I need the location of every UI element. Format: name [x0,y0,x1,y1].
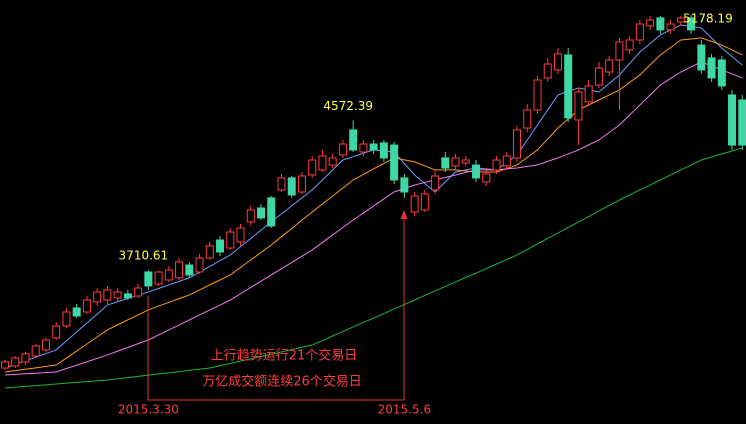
candle-body [666,23,675,31]
candle-body [349,129,358,151]
ma-line [4,24,743,369]
candle-body [277,177,286,191]
candle-body [502,155,511,167]
high-label: 5178.19 [683,11,733,25]
high-label: 4572.39 [323,99,373,113]
candle-body [216,239,225,253]
candle-body [482,173,491,183]
candle-body [338,143,347,156]
candle-body [72,307,81,317]
candles [1,14,746,370]
candle-body [431,175,440,191]
candle-body [297,175,306,193]
candle-body [533,79,542,111]
candle-body [175,261,184,279]
candle-body [236,227,245,243]
annotation-text: 上行趋势运行21个交易日 [211,348,358,364]
candle-body [113,291,122,299]
candle-body [144,271,153,287]
candle-body [676,17,685,23]
candle-body [359,143,368,153]
candle-body [41,339,50,351]
candle-body [553,53,562,71]
candle-body [697,44,706,71]
candle-body [523,109,532,129]
candle-body [605,59,614,73]
candle-body [543,63,552,79]
candle-body [369,143,378,151]
candle-body [584,85,593,103]
candle-body [625,39,634,51]
x-tick-label: 2015.5.6 [378,403,431,417]
candle-body [11,357,20,367]
candle-body [134,287,143,297]
candle-body [154,271,163,285]
high-label: 3710.61 [119,249,169,263]
candle-body [492,159,501,171]
candle-body [410,195,419,213]
candle-body [1,361,9,369]
candle-body [308,159,317,176]
candle-body [52,325,61,339]
ma-line [4,61,743,376]
candle-body [267,197,276,227]
ma-line [4,147,743,389]
candle-body [31,345,40,357]
candle-body [103,289,112,301]
candle-body [328,157,337,166]
candle-body [687,17,696,31]
ma-line [4,37,743,373]
candle-body [451,157,460,167]
candle-body [564,54,573,119]
candle-body [707,57,716,79]
candle-body [420,193,429,211]
candle-body [287,177,296,196]
candle-body [318,155,327,171]
candle-body [164,269,173,281]
candle-body [594,67,603,86]
candle-body [646,19,655,27]
candle-body [574,91,583,121]
annotation-arrowhead [400,210,408,219]
labels: 3710.61 2015.3.30 4572.39 2015.5.6 5178.19 [118,11,733,416]
candle-body [257,207,265,219]
annotation-bracket [147,216,405,401]
candle-body [93,291,102,303]
candle-body [205,245,214,259]
candle-body [400,177,409,193]
candle-body [615,41,624,61]
candle-body [472,164,481,179]
x-tick-label: 2015.3.30 [118,403,179,417]
candle-body [635,23,644,41]
candle-body [461,159,470,164]
ma-lines [4,24,743,389]
candle-body [123,293,132,299]
candle-body [656,17,665,31]
candle-body [195,257,204,273]
candle-body [738,99,746,146]
candle-body [728,94,737,146]
candle-body [21,353,30,363]
annotation-text: 万亿成交额连续26个交易日 [202,374,362,390]
candle-body [226,231,235,249]
candle-body [379,142,388,159]
candle-body [717,59,726,87]
candle-body [441,157,450,169]
candle-body [513,129,521,159]
candle-body [246,209,255,223]
candle-body [185,264,194,276]
candle-body [82,299,91,313]
candle-body [390,144,399,181]
candle-body [62,311,71,327]
